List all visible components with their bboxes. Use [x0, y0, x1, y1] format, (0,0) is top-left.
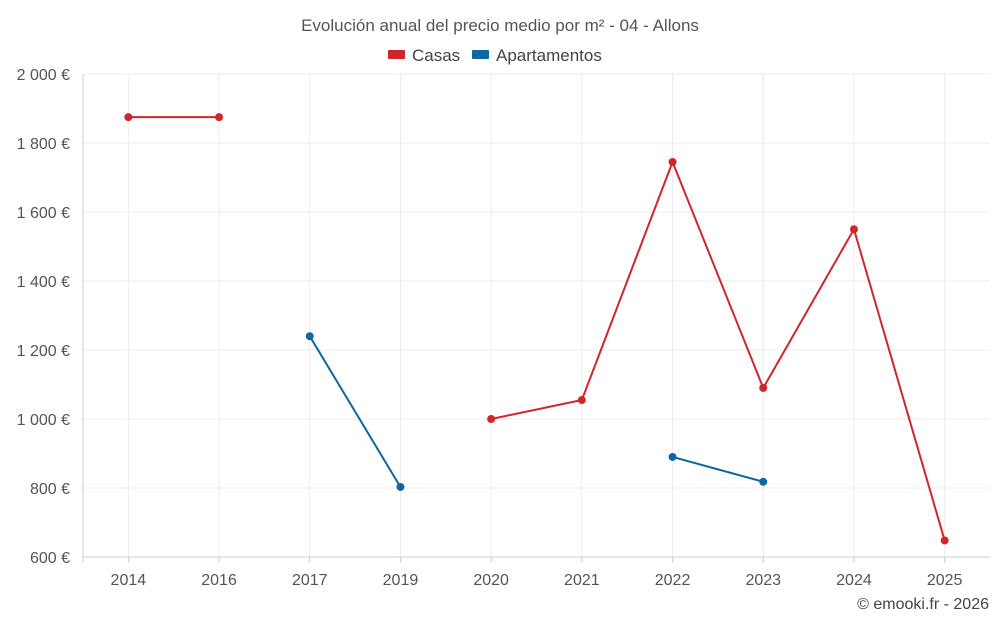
y-tick-label: 1 200 € [17, 343, 70, 360]
x-tick-label: 2024 [836, 572, 872, 589]
x-tick-label: 2025 [927, 572, 963, 589]
legend-label-apartamentos: Apartamentos [496, 46, 602, 65]
x-tick-label: 2014 [111, 572, 147, 589]
legend-item-casas[interactable]: Casas [388, 46, 460, 65]
y-tick-label: 2 000 € [17, 67, 70, 84]
series-line-apartamentos [308, 335, 402, 488]
legend-swatch-apartamentos [472, 50, 489, 59]
y-tick-label: 600 € [30, 550, 70, 567]
data-point-casas[interactable] [124, 113, 133, 122]
data-point-casas[interactable] [849, 225, 858, 234]
legend-swatch-casas [388, 50, 405, 59]
data-point-apartamentos[interactable] [759, 477, 768, 486]
data-point-casas[interactable] [577, 396, 586, 405]
x-tick-label: 2022 [655, 572, 691, 589]
axes [82, 74, 990, 563]
legend-item-apartamentos[interactable]: Apartamentos [472, 46, 602, 65]
x-axis-ticks: 2014 2016 2017 2019 2020 2021 2022 2023 2024 2025 [111, 572, 963, 589]
legend-label-casas: Casas [412, 46, 460, 65]
data-point-apartamentos[interactable] [396, 482, 405, 491]
series-apartamentos [305, 332, 768, 491]
x-tick-label: 2016 [201, 572, 237, 589]
x-tick-label: 2019 [383, 572, 419, 589]
credit-text: © emooki.fr - 2026 [857, 596, 989, 613]
data-point-apartamentos[interactable] [305, 332, 314, 341]
y-axis-ticks: 600 € 800 € 1 000 € 1 200 € 1 400 € 1 600 € 1 … [17, 67, 70, 567]
data-point-casas[interactable] [759, 383, 768, 392]
data-point-apartamentos[interactable] [668, 452, 677, 461]
x-tick-label: 2021 [564, 572, 600, 589]
data-point-casas[interactable] [940, 536, 949, 545]
y-tick-label: 1 600 € [17, 205, 70, 222]
series-casas [124, 113, 949, 545]
x-tick-label: 2023 [745, 572, 781, 589]
chart-title: Evolución anual del precio medio por m² … [301, 16, 699, 35]
legend: Casas Apartamentos [388, 46, 602, 65]
data-point-casas[interactable] [487, 415, 496, 423]
data-point-casas[interactable] [668, 157, 677, 166]
y-tick-label: 1 000 € [17, 412, 70, 429]
y-tick-label: 1 800 € [17, 136, 70, 153]
series-line-casas [490, 160, 946, 541]
series-line-apartamentos [672, 455, 764, 483]
y-tick-label: 1 400 € [17, 274, 70, 291]
y-tick-label: 800 € [30, 481, 70, 498]
grid [83, 73, 990, 557]
data-point-casas[interactable] [215, 113, 224, 122]
series [124, 113, 949, 545]
x-tick-label: 2017 [292, 572, 328, 589]
x-tick-label: 2020 [473, 572, 509, 589]
